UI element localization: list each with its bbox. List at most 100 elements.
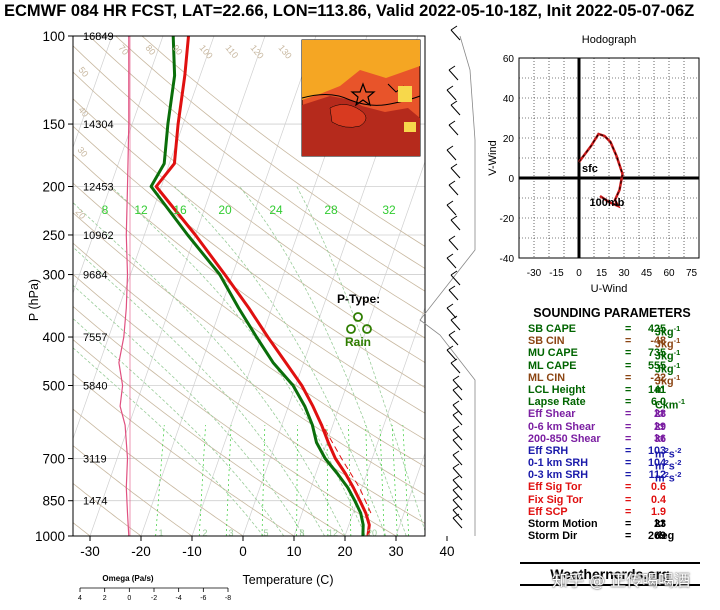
mixing-ratio-line [261, 425, 266, 536]
wind-barb-flag [452, 435, 460, 441]
param-value: 6.0 [650, 396, 666, 409]
omega-tick-label: -8 [225, 595, 231, 602]
moist-adiabat-line [296, 186, 425, 533]
mixing-ratio-label: 12 [134, 203, 148, 217]
hodograph-x-tick-label: 30 [618, 268, 630, 279]
isotherm-line [344, 306, 425, 536]
dry-adiabat-line [73, 482, 142, 536]
dry-adiabat-label: 40 [76, 105, 90, 119]
param-row: 0-6 km Shear = 29 kt [520, 421, 720, 433]
temp-tick-label: -20 [131, 544, 151, 559]
param-row: Lapse Rate = 6.0 Ckm-1 [520, 396, 720, 412]
map-inset-island [329, 104, 367, 128]
pressure-tick-label: 200 [42, 180, 65, 195]
moist-adiabat-line [110, 186, 366, 536]
barb-column-line [419, 35, 476, 536]
mixing-ratio-label: 24 [269, 203, 283, 217]
moist-adiabat-line [239, 186, 407, 536]
wind-barb-flag [452, 475, 460, 481]
hodograph-x-tick-label: 45 [641, 268, 653, 279]
dry-adiabat-line [73, 445, 193, 536]
omega-tick-label: -2 [151, 595, 157, 602]
mixing-ratio-label: 32 [382, 203, 396, 217]
param-equals: = [625, 383, 632, 396]
dry-adiabat-label: 90 [170, 43, 184, 57]
wind-barb [448, 239, 459, 251]
dry-adiabat-label: 120 [248, 43, 265, 61]
param-label: Eff SCP [528, 505, 568, 518]
isotherm-line [73, 36, 113, 149]
dry-adiabat-label: 110 [223, 43, 240, 60]
height-label: 16849 [83, 31, 114, 43]
hodograph-100mb-label: 100mb [590, 197, 625, 209]
wind-barb [450, 167, 461, 179]
moist-adiabat-label: 1 [158, 528, 163, 538]
pressure-tick-label: 850 [42, 494, 65, 509]
param-value: 28 [653, 408, 666, 421]
pressure-tick-label: 1000 [35, 529, 65, 544]
param-row: SB CAPE = 425 Jkg-1 [520, 323, 720, 339]
param-value: 104 [647, 457, 666, 470]
param-label: SB CIN [528, 335, 565, 348]
param-equals: = [625, 432, 632, 445]
param-row: Eff Sig Tor = 0.6 [520, 481, 720, 493]
wind-barb [452, 429, 463, 441]
param-label: Lapse Rate [528, 396, 586, 409]
wind-barb-flag [452, 485, 460, 491]
height-label: 3119 [83, 454, 107, 466]
hodograph-x-tick-label: -30 [527, 268, 542, 279]
mixing-ratio-label: 8 [102, 203, 109, 217]
param-equals: = [625, 335, 632, 348]
isotherm-line [0, 36, 10, 536]
map-inset-land [302, 40, 420, 100]
wind-barb [446, 204, 457, 216]
dewpoint-line [149, 36, 365, 536]
plot-frame [72, 35, 426, 537]
dry-adiabat-line [73, 339, 346, 536]
param-unit: m2s-2 [655, 470, 682, 485]
mixing-ratio-line [198, 425, 206, 536]
mixing-ratio-line [225, 425, 232, 536]
wind-barb [452, 404, 463, 416]
rain-symbol [353, 312, 363, 322]
param-value: 425 [647, 323, 666, 335]
moist-adiabat-label: 12 [328, 528, 338, 538]
param-value: 555 [647, 359, 666, 372]
param-label: 0-1 km SRH [528, 457, 589, 470]
wind-barb-flag [446, 85, 454, 91]
moist-adiabat-line [174, 186, 387, 536]
param-unit: m2s-2 [655, 458, 682, 473]
param-unit: Ckm-1 [655, 397, 686, 412]
wind-barb-flag [446, 200, 454, 206]
credit-label: Weathernerds.org [520, 562, 700, 586]
rain-symbol [362, 324, 372, 334]
dry-adiabat-label: 100 [197, 43, 214, 61]
mixing-ratio-label: 20 [218, 203, 232, 217]
moist-adiabat-line [73, 318, 285, 536]
hodograph-y-tick-label: -40 [500, 254, 515, 265]
moist-adiabat-label: 8 [299, 528, 304, 538]
hodograph-trace-overlay [578, 133, 624, 208]
wind-barb-flag [450, 315, 458, 321]
hodograph-x-tick-label: -15 [549, 268, 564, 279]
hodograph-y-tick-label: 20 [503, 134, 515, 145]
param-equals: = [625, 420, 632, 433]
dry-adiabat-label: 50 [76, 65, 90, 79]
mixing-ratio-line [326, 425, 329, 536]
param-label: SB CAPE [528, 323, 576, 335]
param-equals: = [625, 530, 632, 543]
hodograph-y-tick-label: -20 [500, 214, 515, 225]
wind-barb-flag [452, 463, 460, 469]
param-unit: m [655, 383, 665, 396]
wind-barb-flag [446, 345, 454, 351]
param-row: Storm Motion = 23 kt [520, 518, 720, 530]
dry-adiabat-label: 30 [75, 145, 89, 159]
wind-barb [448, 334, 459, 346]
param-value: 735 [647, 347, 666, 360]
param-label: 0-6 km Shear [528, 420, 596, 433]
param-label: 200-850 Shear [528, 432, 601, 445]
wind-barb [452, 489, 463, 501]
height-label: 10962 [83, 230, 114, 242]
wind-barb-flag [452, 400, 460, 406]
